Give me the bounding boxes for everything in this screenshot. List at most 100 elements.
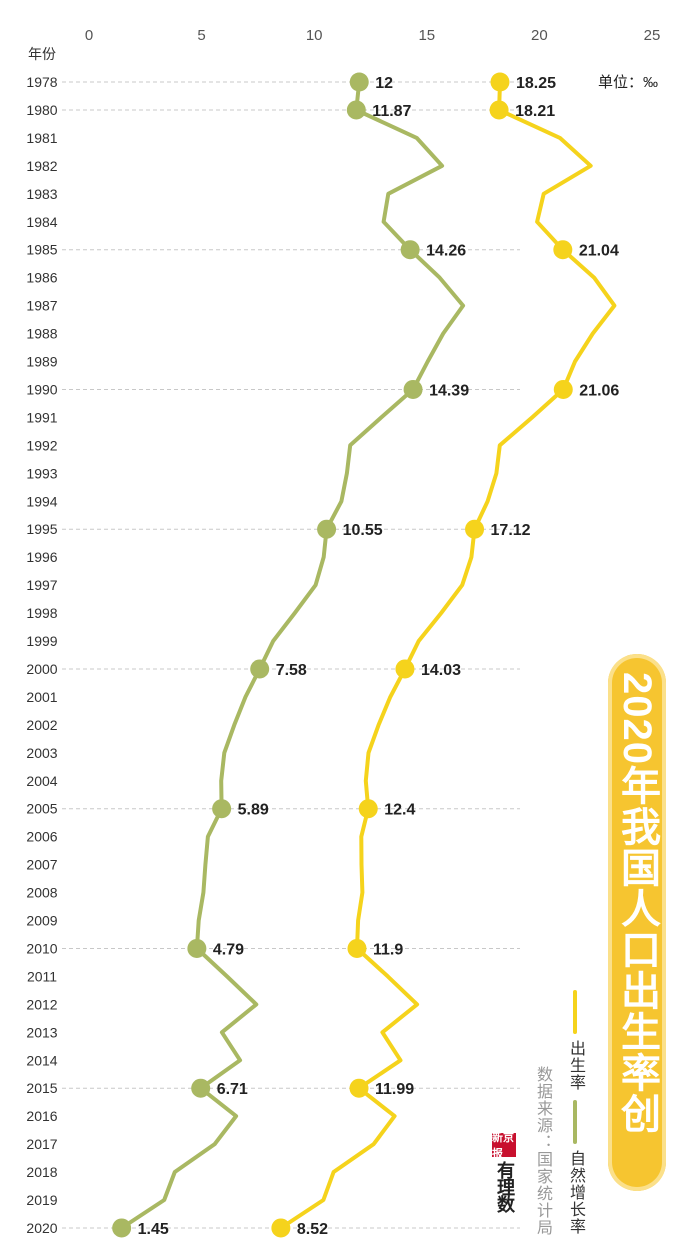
y-tick-label: 2007 (26, 857, 57, 873)
data-point (346, 100, 366, 120)
y-tick-label: 2020 (26, 1220, 57, 1236)
logo-mark: 新京报 (492, 1132, 516, 1160)
series-points (112, 72, 573, 1238)
data-label: 14.03 (421, 662, 461, 679)
y-tick-label: 2002 (26, 717, 57, 733)
data-point (112, 1218, 132, 1238)
data-label: 1.45 (138, 1221, 169, 1238)
data-point (403, 379, 423, 399)
data-point (490, 72, 510, 92)
data-point (358, 799, 378, 819)
y-tick-label: 2015 (26, 1080, 57, 1096)
data-label: 21.04 (579, 243, 619, 260)
y-tick-label: 2012 (26, 996, 57, 1012)
y-tick-label: 1988 (26, 326, 57, 342)
legend-label-natural-growth: 自然增长率 (567, 1150, 584, 1235)
y-tick-label: 2001 (26, 689, 57, 705)
y-tick-label: 2010 (26, 940, 57, 956)
legend-swatch-natural-growth (573, 1100, 577, 1144)
data-point (212, 799, 232, 819)
data-point (347, 938, 367, 958)
y-tick-label: 1996 (26, 549, 57, 565)
x-tick-label: 25 (644, 27, 661, 44)
y-tick-label: 1993 (26, 465, 57, 481)
y-tick-label: 1999 (26, 633, 57, 649)
data-labels: 18.25 18.21 21.04 21.06 17.12 14.03 12.4 11.9 11… (138, 75, 620, 1238)
y-tick-label: 2018 (26, 1164, 57, 1180)
data-label: 5.89 (238, 802, 269, 819)
y-tick-label: 2017 (26, 1136, 57, 1152)
y-axis-label: 年份 (28, 46, 56, 62)
series-line-1 (119, 80, 466, 1230)
y-tick-label: 1995 (26, 521, 57, 537)
y-tick-label: 1985 (26, 242, 57, 258)
data-point (349, 1078, 369, 1098)
legend-swatch-birth-rate (573, 990, 577, 1034)
title-banner: 2020年我国人口出生率创新低 (557, 654, 666, 1191)
legend-label-birth-rate: 出生率 (567, 1040, 584, 1091)
x-axis-ticks: 0 5 10 15 20 25 (85, 27, 661, 44)
y-tick-label: 1991 (26, 409, 57, 425)
data-label: 6.71 (217, 1081, 248, 1098)
data-point (187, 938, 207, 958)
legend-item-birth-rate: 出生率 (563, 990, 587, 1091)
y-tick-label: 1983 (26, 186, 57, 202)
data-label: 8.52 (297, 1221, 328, 1238)
data-point (191, 1078, 211, 1098)
data-label: 14.26 (426, 243, 466, 260)
y-tick-label: 1981 (26, 130, 57, 146)
y-axis-ticks: 1978 1980 1981 1982 1983 1984 1985 1986 1987 1988… (26, 74, 57, 1236)
unit-label: 单位：‰ (598, 74, 658, 91)
data-label: 14.39 (429, 382, 469, 399)
y-tick-label: 2005 (26, 801, 57, 817)
y-tick-label: 2019 (26, 1192, 57, 1208)
data-point (489, 100, 509, 120)
y-tick-label: 1992 (26, 437, 57, 453)
y-tick-label: 2003 (26, 745, 57, 761)
data-label: 7.58 (276, 662, 307, 679)
data-label: 10.55 (343, 522, 383, 539)
y-tick-label: 1994 (26, 493, 57, 509)
x-tick-label: 5 (197, 27, 205, 44)
y-tick-label: 1986 (26, 270, 57, 286)
x-tick-label: 15 (418, 27, 435, 44)
y-tick-label: 1978 (26, 74, 57, 90)
publisher-logo: 新京报 有理数 (492, 1132, 522, 1228)
data-point (317, 519, 337, 539)
x-tick-label: 20 (531, 27, 548, 44)
data-label: 4.79 (213, 941, 244, 958)
y-tick-label: 2014 (26, 1052, 57, 1068)
x-tick-label: 0 (85, 27, 93, 44)
data-label: 18.25 (516, 75, 556, 92)
data-label: 21.06 (579, 382, 619, 399)
data-point (250, 659, 270, 679)
y-tick-label: 2000 (26, 661, 57, 677)
y-tick-label: 1982 (26, 158, 57, 174)
grid-lines (62, 81, 520, 1229)
x-tick-label: 10 (306, 27, 323, 44)
data-label: 17.12 (491, 522, 531, 539)
y-tick-label: 2004 (26, 773, 57, 789)
y-tick-label: 2009 (26, 913, 57, 929)
data-label: 18.21 (515, 103, 555, 120)
data-point (349, 72, 369, 92)
y-tick-label: 1980 (26, 102, 57, 118)
data-point (395, 659, 415, 679)
data-source: 数据来源：国家统计局 (534, 1066, 551, 1236)
data-label: 11.99 (375, 1081, 414, 1098)
logo-word: 有理数 (495, 1161, 515, 1212)
series-line-0 (278, 80, 617, 1230)
y-tick-label: 2008 (26, 885, 57, 901)
y-tick-label: 2013 (26, 1024, 57, 1040)
data-point (271, 1218, 291, 1238)
data-point (553, 240, 573, 260)
data-point (465, 519, 485, 539)
y-tick-label: 1989 (26, 354, 57, 370)
y-tick-label: 2016 (26, 1108, 57, 1124)
data-label: 11.87 (372, 103, 411, 120)
legend-item-natural-growth: 自然增长率 (563, 1100, 587, 1235)
series-lines (119, 80, 617, 1230)
data-label: 11.9 (373, 941, 403, 958)
y-tick-label: 1997 (26, 577, 57, 593)
